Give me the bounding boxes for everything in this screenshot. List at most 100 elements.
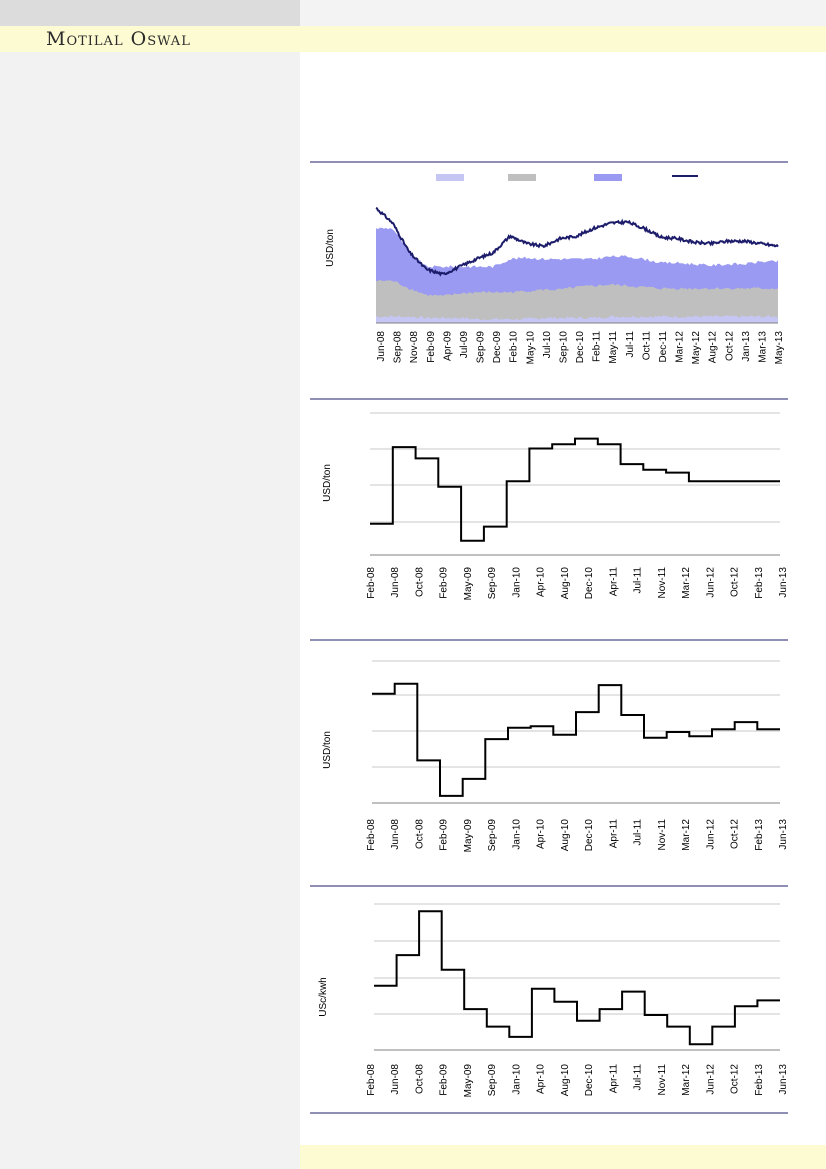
x-tick-label-c2-11: Jul-11 — [633, 567, 644, 594]
x-tick-label-c1-17: Dec-11 — [658, 331, 669, 363]
x-tick-label-c3-11: Jul-11 — [633, 819, 644, 846]
sidebar-panel — [0, 0, 300, 1169]
x-tick-label-c1-9: May-10 — [525, 331, 536, 365]
chart-price-2: USD/ton Feb-08 Jun-08 Oct-08 Feb-09 May-09 Se… — [310, 398, 789, 601]
x-tick-label-c1-2: Nov-08 — [409, 331, 420, 364]
area-series-grey — [376, 279, 778, 323]
x-tick-label-c1-13: Feb-11 — [592, 331, 603, 362]
x-tick-label-c3-17: Jun-13 — [778, 819, 789, 850]
x-tick-label-c2-7: Apr-10 — [536, 567, 547, 597]
x-tick-label-c2-14: Jun-12 — [705, 567, 716, 598]
y-axis-label: USc/kwh — [318, 977, 329, 1016]
x-tick-label-c1-24: May-13 — [774, 331, 785, 365]
x-tick-label-c4-2: Oct-08 — [414, 1064, 425, 1094]
x-tick-label-c4-12: Nov-11 — [657, 1064, 668, 1096]
x-tick-label-c4-6: Jan-10 — [511, 1064, 522, 1095]
x-tick-label-c4-3: Feb-09 — [439, 1064, 450, 1096]
x-tick-label-c4-4: May-09 — [463, 1064, 474, 1098]
x-tick-label-c4-5: Sep-09 — [487, 1064, 498, 1097]
y-axis-label: USD/ton — [322, 731, 333, 769]
x-tick-label-c1-12: Dec-10 — [575, 331, 586, 364]
x-tick-label-c1-1: Sep-08 — [393, 331, 404, 364]
x-tick-label-c4-16: Feb-13 — [754, 1064, 765, 1096]
x-tick-label-c3-2: Oct-08 — [414, 819, 425, 849]
x-tick-label-c2-4: May-09 — [463, 567, 474, 601]
x-tick-label-c1-3: Feb-09 — [426, 331, 437, 363]
x-tick-label-c2-13: Mar-12 — [681, 567, 692, 599]
x-tick-label-c3-6: Jan-10 — [511, 819, 522, 850]
x-tick-label-c4-0: Feb-08 — [366, 1064, 377, 1096]
chart-cost-breakup: USD/ton Jun-08 Sep-08 Nov-08 Feb-09 Apr-09 Ju… — [310, 161, 788, 365]
x-tick-label-c4-9: Dec-10 — [584, 1064, 595, 1097]
x-tick-label-c1-15: Jul-11 — [625, 331, 636, 358]
x-tick-label-c2-15: Oct-12 — [730, 567, 741, 597]
x-tick-label-c2-6: Jan-10 — [511, 567, 522, 598]
legend-swatch-blue — [594, 174, 622, 181]
x-tick-label-c1-22: Jan-13 — [741, 331, 752, 362]
area-series-light — [376, 315, 778, 323]
line-series — [375, 207, 779, 277]
plot-area: Jun-08 Sep-08 Nov-08 Feb-09 Apr-09 Jul-09 Sep-… — [375, 207, 785, 365]
x-tick-label-c3-1: Jun-08 — [390, 819, 401, 850]
x-tick-label-c1-23: Mar-13 — [757, 331, 768, 363]
x-tick-label-c2-16: Feb-13 — [754, 567, 765, 599]
x-tick-label-c2-5: Sep-09 — [487, 567, 498, 600]
line-series — [370, 437, 780, 542]
x-tick-label-c2-17: Jun-13 — [778, 567, 789, 598]
x-tick-label-c4-11: Jul-11 — [633, 1064, 644, 1091]
x-tick-label-c3-0: Feb-08 — [366, 819, 377, 851]
x-tick-label-c2-0: Feb-08 — [366, 567, 377, 599]
header-light-block — [300, 0, 826, 26]
plot-area: Feb-08 Jun-08 Oct-08 Feb-09 May-09 Sep-09 Jan-… — [366, 660, 789, 853]
x-tick-label-c2-12: Nov-11 — [657, 567, 668, 599]
x-tick-label-c2-9: Dec-10 — [584, 567, 595, 600]
x-tick-label-c3-9: Dec-10 — [584, 819, 595, 852]
x-tick-label-c3-5: Sep-09 — [487, 819, 498, 852]
chart-price-3: USD/ton Feb-08 Jun-08 Oct-08 Feb-09 May-09 Se… — [310, 639, 789, 853]
x-tick-label-c1-6: Sep-09 — [476, 331, 487, 364]
y-axis-label: USD/ton — [322, 464, 333, 502]
x-tick-label-c3-3: Feb-09 — [439, 819, 450, 851]
x-tick-label-c4-1: Jun-08 — [390, 1064, 401, 1095]
legend-swatch-light — [436, 174, 464, 181]
x-tick-label-c2-10: Apr-11 — [608, 567, 619, 597]
plot-area: Feb-08 Jun-08 Oct-08 Feb-09 May-09 Sep-09 Jan-… — [366, 903, 789, 1098]
chart-power-tariff: USc/kwh Feb-08 Jun-08 Oct-08 Feb-09 May-09 Se… — [310, 885, 789, 1114]
x-tick-label-c2-1: Jun-08 — [390, 567, 401, 598]
x-tick-label-c1-20: Aug-12 — [708, 331, 719, 364]
brand-logo: Motilal Oswal — [46, 28, 191, 50]
x-tick-label-c4-13: Mar-12 — [681, 1064, 692, 1096]
plot-area: Feb-08 Jun-08 Oct-08 Feb-09 May-09 Sep-09 Jan-… — [366, 412, 789, 601]
brand-band — [0, 26, 826, 52]
x-tick-label-c1-16: Oct-11 — [641, 331, 652, 361]
x-tick-label-c3-15: Oct-12 — [730, 819, 741, 849]
x-tick-label-c1-8: Feb-10 — [509, 331, 520, 363]
x-tick-label-c4-10: Apr-11 — [608, 1064, 619, 1094]
x-tick-label-c3-16: Feb-13 — [754, 819, 765, 851]
y-axis-label: USD/ton — [325, 229, 336, 267]
x-tick-label-c1-14: May-11 — [608, 331, 619, 364]
x-tick-label-c4-7: Apr-10 — [536, 1064, 547, 1094]
x-tick-label-c4-17: Jun-13 — [778, 1064, 789, 1095]
x-tick-label-c3-7: Apr-10 — [536, 819, 547, 849]
x-tick-label-c1-18: Mar-12 — [675, 331, 686, 363]
x-tick-label-c2-2: Oct-08 — [414, 567, 425, 597]
x-tick-label-c4-15: Oct-12 — [730, 1064, 741, 1094]
x-tick-label-c3-12: Nov-11 — [657, 819, 668, 851]
x-tick-label-c1-5: Jul-09 — [459, 331, 470, 359]
x-tick-label-c1-19: May-12 — [691, 331, 702, 365]
x-tick-label-c2-8: Aug-10 — [560, 567, 571, 600]
x-tick-label-c3-8: Aug-10 — [560, 819, 571, 852]
header-grey-block — [0, 0, 300, 26]
x-tick-label-c4-8: Aug-10 — [560, 1064, 571, 1097]
x-tick-label-c3-13: Mar-12 — [681, 819, 692, 851]
x-tick-label-c3-10: Apr-11 — [608, 819, 619, 849]
x-tick-label-c1-21: Oct-12 — [724, 331, 735, 361]
x-tick-label-c3-4: May-09 — [463, 819, 474, 853]
line-series — [374, 910, 780, 1046]
x-tick-label-c1-7: Dec-09 — [492, 331, 503, 364]
legend — [436, 174, 698, 181]
footer-band — [300, 1145, 826, 1169]
x-tick-label-c4-14: Jun-12 — [705, 1064, 716, 1095]
x-tick-label-c1-10: Jul-10 — [542, 331, 553, 359]
